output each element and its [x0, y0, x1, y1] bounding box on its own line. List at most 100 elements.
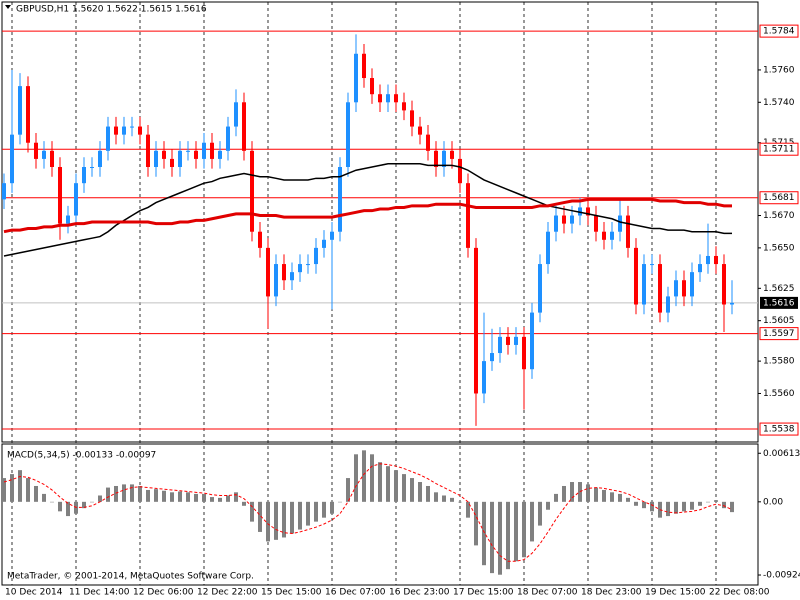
y-tick-label: 1.5670: [763, 211, 795, 221]
candle-body: [610, 231, 614, 240]
moving-average: [3, 197, 732, 234]
macd-bar: [362, 450, 366, 502]
level-label: 1.5681: [763, 193, 795, 203]
moving-average: [3, 163, 732, 257]
macd-bar: [706, 501, 710, 503]
x-tick-label: 11 Dec 14:00: [69, 588, 130, 598]
candle-body: [186, 150, 190, 152]
y-tick-label: 0.00613: [763, 449, 800, 459]
candle-body: [450, 150, 454, 159]
macd-bar: [370, 454, 374, 502]
macd-bar: [450, 497, 454, 502]
macd-bar: [386, 466, 390, 502]
candle-body: [626, 215, 630, 248]
candle-body: [130, 126, 134, 128]
candle-body: [426, 134, 430, 151]
candle-body: [690, 272, 694, 297]
candle-body: [122, 126, 126, 135]
candle-body: [314, 247, 318, 265]
macd-bar: [666, 501, 670, 517]
macd-bar: [618, 493, 622, 502]
macd-bar: [154, 489, 158, 502]
candle-body: [378, 94, 382, 103]
macd-bar: [698, 501, 702, 506]
candle-body: [178, 150, 182, 167]
macd-bar: [58, 501, 62, 512]
x-tick-label: 19 Dec 15:00: [645, 588, 706, 598]
macd-bar: [730, 501, 734, 513]
macd-bar: [354, 454, 358, 502]
candle-body: [322, 239, 326, 248]
macd-bar: [146, 489, 150, 502]
macd-bar: [10, 474, 14, 502]
macd-bar: [634, 501, 638, 506]
macd-bar: [538, 501, 542, 526]
y-tick-label: 1.5650: [763, 243, 795, 253]
level-label-box: [759, 422, 799, 436]
macd-bar: [218, 497, 222, 502]
level-label: 1.5597: [763, 329, 795, 339]
candle-body: [242, 102, 246, 151]
macd-bar: [506, 501, 510, 570]
macd-bar: [554, 493, 558, 502]
macd-bar: [394, 470, 398, 502]
candle-body: [666, 296, 670, 313]
x-tick-label: 18 Dec 23:00: [581, 588, 642, 598]
candle-body: [162, 150, 166, 159]
candle-body: [418, 126, 422, 135]
y-tick-label: 0.00: [763, 497, 783, 507]
candle-body: [146, 134, 150, 167]
x-tick-label: 16 Dec 23:00: [389, 588, 450, 598]
candle-body: [714, 255, 718, 265]
macd-bar: [690, 501, 694, 510]
candle-body: [618, 215, 622, 232]
macd-bar: [234, 492, 238, 502]
candle-body: [58, 167, 62, 224]
candle-body: [234, 102, 238, 127]
macd-bar: [306, 501, 310, 526]
menu-arrow[interactable]: [5, 5, 11, 9]
y-tick-label: -0.00924: [763, 571, 800, 581]
candle-body: [50, 150, 54, 167]
macd-bar: [650, 501, 654, 512]
candle-body: [266, 247, 270, 297]
macd-bar: [322, 501, 326, 518]
candle-body: [154, 150, 158, 167]
candle-body: [42, 150, 46, 159]
candle-body: [578, 207, 582, 216]
candle-body: [730, 302, 734, 305]
macd-panel-frame: [1, 443, 759, 586]
candle-body: [98, 150, 102, 167]
macd-bar: [474, 501, 478, 546]
candle-body: [498, 336, 502, 354]
candle-body: [394, 94, 398, 103]
candle-body: [706, 255, 710, 265]
candle-body: [306, 264, 310, 266]
y-tick-label: 1.5605: [763, 316, 795, 326]
macd-bar: [490, 501, 494, 574]
macd-bar: [434, 492, 438, 502]
macd-bar: [682, 501, 686, 512]
macd-bar: [562, 485, 566, 502]
macd-bar: [346, 478, 350, 502]
macd-bar: [106, 487, 110, 502]
signal-line: [3, 463, 733, 562]
symbol-header: GBPUSD,H1 1.5620 1.5622 1.5615 1.5616: [16, 5, 207, 15]
level-label: 1.5711: [763, 145, 795, 155]
y-tick-label: 1.5760: [763, 65, 795, 75]
candle-body: [562, 215, 566, 224]
macd-bar: [586, 484, 590, 502]
x-tick-label: 16 Dec 07:00: [325, 588, 386, 598]
macd-bar: [594, 487, 598, 502]
candle-body: [26, 86, 30, 143]
macd-bar: [330, 501, 334, 514]
macd-bar: [18, 470, 22, 502]
candle-body: [114, 126, 118, 135]
macd-bar: [602, 489, 606, 502]
candle-body: [458, 158, 462, 184]
macd-bar: [210, 497, 214, 502]
x-tick-label: 10 Dec 2014: [5, 588, 63, 598]
macd-bar: [138, 485, 142, 502]
candle-body: [522, 336, 526, 370]
